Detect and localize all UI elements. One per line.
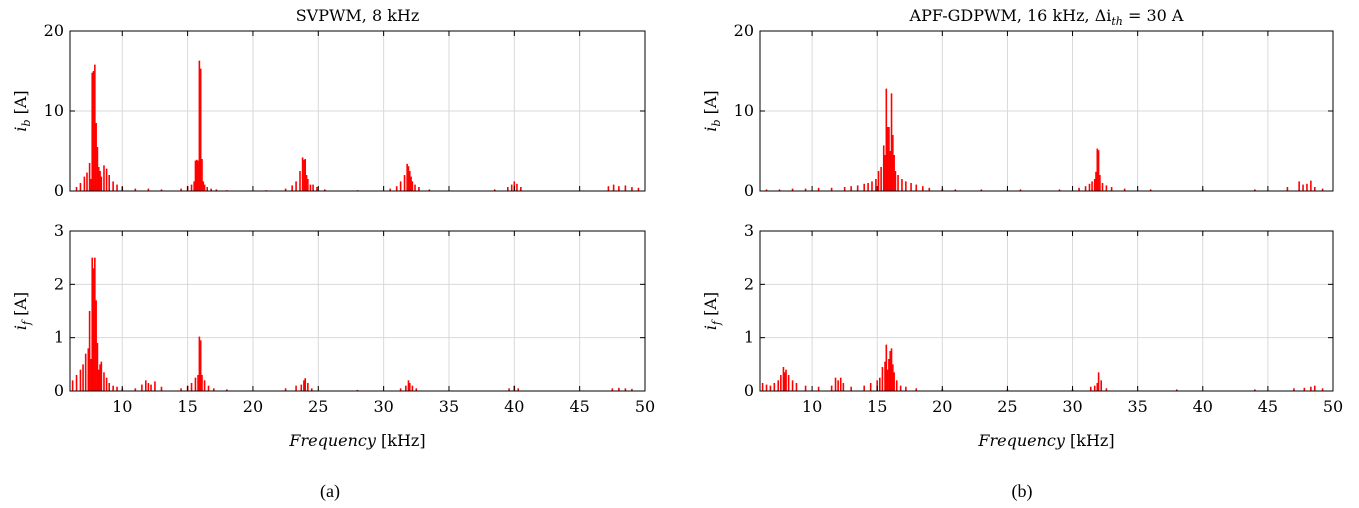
y-axis-label-symbol: i (701, 127, 720, 132)
x-tick-label: 45 (569, 397, 589, 416)
y-axis-label-subscript: f (20, 319, 33, 326)
x-axis-label: Frequency [kHz] (977, 431, 1114, 450)
y-tick-label: 10 (44, 101, 64, 120)
y-tick-label: 3 (54, 221, 64, 240)
x-tick-label: 15 (867, 397, 887, 416)
x-tick-label: 25 (997, 397, 1017, 416)
x-tick-label: 35 (1127, 397, 1147, 416)
x-tick-label: 50 (635, 397, 655, 416)
panel-b-bottom: 0 1 2 3 10 15 20 25 30 35 40 45 50 if [A] Frequency [k… (701, 221, 1343, 450)
y-tick-label: 0 (744, 381, 754, 400)
caption-b: (b) (1012, 481, 1033, 502)
y-tick-label: 10 (734, 101, 754, 120)
x-tick-label: 45 (1258, 397, 1278, 416)
chart-title: SVPWM, 8 kHz (296, 6, 420, 25)
x-tick-label: 35 (439, 397, 459, 416)
y-axis-label: ib [A] (701, 90, 723, 131)
x-tick-label: 40 (504, 397, 524, 416)
y-axis-label-symbol: i (11, 325, 30, 330)
x-axis-label-main: Frequency (288, 431, 377, 450)
axes-frame (69, 230, 646, 392)
y-axis-label-symbol: i (701, 325, 720, 330)
y-axis-label-subscript: b (710, 119, 723, 126)
chart-title-main: APF-GDPWM, 16 kHz, Δi (909, 6, 1112, 25)
y-axis-label: if [A] (11, 292, 33, 330)
y-tick-label: 20 (734, 21, 754, 40)
x-tick-label: 30 (373, 397, 393, 416)
x-tick-label: 10 (112, 397, 132, 416)
x-tick-label: 25 (308, 397, 328, 416)
y-axis-label-subscript: f (710, 319, 723, 326)
x-tick-label: 15 (177, 397, 197, 416)
y-tick-label: 0 (54, 181, 64, 200)
y-axis-label-symbol: i (11, 127, 30, 132)
chart-title-tail: = 30 A (1123, 6, 1184, 25)
x-tick-label: 40 (1193, 397, 1213, 416)
x-axis-label-main: Frequency (977, 431, 1066, 450)
y-axis-label-unit: [A] (11, 90, 30, 119)
y-axis-label-unit: [A] (11, 292, 30, 321)
x-tick-label: 30 (1062, 397, 1082, 416)
panel-b-top: 0 10 20 APF-GDPWM, 16 kHz, Δith = 30 A ib [A… (701, 6, 1334, 200)
panel-a-bottom: 0 1 2 3 10 15 20 25 30 35 40 45 50 if [A] Frequency [k… (11, 221, 655, 450)
x-tick-label: 20 (243, 397, 263, 416)
x-axis-label-unit: [kHz] (376, 431, 426, 450)
y-tick-label: 2 (744, 274, 754, 293)
x-axis-label-unit: [kHz] (1065, 431, 1115, 450)
y-tick-label: 0 (54, 381, 64, 400)
x-tick-label: 50 (1323, 397, 1343, 416)
x-tick-label: 20 (932, 397, 952, 416)
chart-title: APF-GDPWM, 16 kHz, Δith = 30 A (909, 6, 1184, 28)
panel-a-top: 0 10 20 SVPWM, 8 kHz ib [A] (11, 6, 646, 200)
chart-title-main: SVPWM, 8 kHz (296, 6, 420, 25)
y-tick-label: 0 (744, 181, 754, 200)
y-tick-label: 1 (54, 328, 64, 347)
y-tick-label: 20 (44, 21, 64, 40)
chart-title-subscript: th (1111, 15, 1123, 28)
y-axis-label: ib [A] (11, 90, 33, 131)
y-axis-label: if [A] (701, 292, 723, 330)
y-axis-label-subscript: b (20, 119, 33, 126)
x-tick-label: 10 (802, 397, 822, 416)
y-tick-label: 3 (744, 221, 754, 240)
caption-a: (a) (320, 481, 340, 502)
y-tick-label: 2 (54, 274, 64, 293)
y-axis-label-unit: [A] (701, 90, 720, 119)
y-axis-label-unit: [A] (701, 292, 720, 321)
axes-frame (759, 230, 1334, 392)
x-axis-label: Frequency [kHz] (288, 431, 425, 450)
y-tick-label: 1 (744, 328, 754, 347)
